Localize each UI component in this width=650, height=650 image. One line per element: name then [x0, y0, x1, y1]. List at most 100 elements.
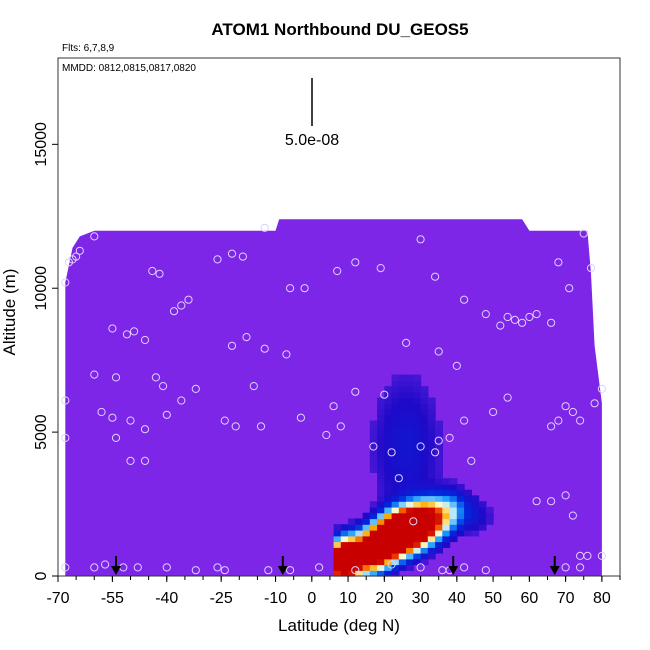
plume: [333, 374, 494, 577]
heat-cell: [427, 535, 436, 543]
heat-cell: [406, 558, 414, 566]
heat-cell: [384, 397, 393, 404]
sample-point: [315, 563, 324, 572]
curtain-field: [65, 219, 602, 576]
heat-cell: [427, 512, 436, 520]
heat-cell: [406, 506, 414, 514]
sample-point: [227, 341, 237, 350]
sample-point: [282, 350, 291, 359]
heat-cell: [391, 472, 400, 479]
heat-cell: [413, 437, 422, 445]
heat-cell: [406, 386, 414, 393]
heat-cell: [485, 512, 494, 520]
heat-cell: [413, 391, 422, 399]
arrow-head: [448, 566, 459, 575]
arrow-head: [277, 566, 288, 575]
y-tick-label: 10000: [33, 266, 50, 311]
sample-point: [445, 433, 454, 442]
heat-cell: [413, 420, 422, 427]
heat-cell: [398, 426, 407, 433]
sample-point: [242, 333, 251, 342]
heat-cell: [398, 495, 407, 502]
heat-cell: [398, 374, 407, 381]
heat-cell: [384, 443, 393, 450]
sample-point: [162, 563, 171, 572]
heat-cell: [435, 478, 443, 485]
heat-cell: [427, 420, 436, 427]
heat-cell: [406, 466, 414, 473]
heat-cell: [435, 455, 443, 462]
heat-cell: [384, 495, 393, 502]
heat-cell: [485, 518, 494, 525]
sample-point: [155, 269, 164, 278]
heat-cell: [449, 535, 458, 543]
heat-cell: [435, 472, 443, 479]
heat-cell: [420, 524, 429, 531]
sample-point: [576, 416, 585, 425]
sample-point: [496, 321, 505, 330]
heat-cell: [449, 506, 458, 514]
heat-cell: [442, 501, 451, 508]
heat-cell: [406, 449, 414, 456]
heat-cell: [435, 443, 443, 450]
heat-cell: [384, 524, 393, 531]
sample-point: [579, 229, 588, 238]
sample-point: [177, 301, 186, 310]
heat-cell: [420, 409, 429, 416]
heat-cell: [420, 414, 429, 422]
heat-cell: [391, 466, 400, 473]
heat-cell: [369, 432, 378, 439]
heat-cell: [464, 524, 472, 531]
sample-point: [126, 416, 135, 425]
heat-cell: [391, 558, 400, 566]
sample-point: [122, 330, 132, 339]
heat-cell: [456, 512, 465, 520]
heat-cell: [413, 483, 422, 491]
heat-cell: [427, 518, 436, 525]
heat-cell: [377, 530, 385, 537]
y-tick-label: 15000: [33, 122, 50, 167]
sample-point: [376, 264, 385, 273]
heat-cell: [435, 524, 443, 531]
heat-cell: [348, 570, 356, 577]
sample-point: [489, 407, 498, 417]
sample-point: [387, 560, 396, 569]
sample-points: [61, 223, 607, 575]
heat-cell: [420, 547, 429, 554]
sample-point: [525, 312, 534, 322]
x-tick-label: -40: [155, 590, 178, 607]
sample-point: [184, 295, 193, 304]
heat-cell: [369, 518, 378, 525]
heat-cell: [435, 530, 443, 537]
heat-cell: [435, 506, 443, 514]
heat-cell: [391, 374, 400, 381]
heat-cell: [377, 449, 385, 456]
heat-cell: [413, 414, 422, 422]
heat-cell: [420, 386, 429, 393]
heat-cell: [413, 478, 422, 485]
heat-cell: [398, 391, 407, 399]
heat-cell: [449, 478, 458, 485]
heat-cell: [384, 530, 393, 537]
heat-cell: [391, 535, 400, 543]
heat-cell: [449, 512, 458, 520]
sample-point: [547, 497, 556, 506]
heat-cell: [398, 437, 407, 445]
heat-cell: [427, 483, 436, 491]
sample-point: [286, 284, 295, 293]
sample-point: [90, 563, 99, 572]
arrow-head: [111, 566, 122, 575]
heat-cell: [369, 570, 378, 577]
x-tick-label: 70: [557, 590, 575, 607]
heat-cell: [398, 518, 407, 525]
heat-cell: [384, 570, 393, 577]
heat-cell: [377, 455, 385, 462]
heat-cell: [413, 426, 422, 433]
heat-cell: [420, 449, 429, 456]
heat-cell: [398, 553, 407, 560]
heat-cell: [384, 501, 393, 508]
sample-point: [431, 272, 440, 281]
heat-cell: [377, 564, 385, 571]
heat-cell: [420, 432, 429, 439]
heat-cell: [355, 535, 364, 543]
